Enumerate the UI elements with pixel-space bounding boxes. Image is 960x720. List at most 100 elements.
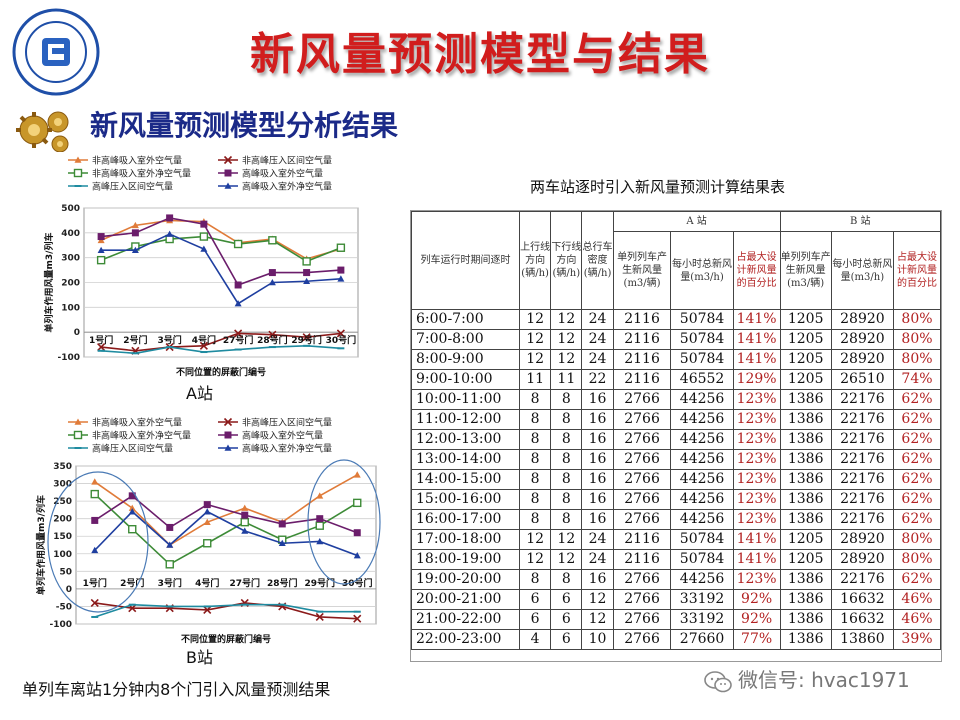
data-point: [96, 255, 106, 265]
x-tick-label: 3号门: [157, 334, 181, 346]
data-point: [278, 520, 286, 528]
series-line: [100, 219, 342, 260]
data-point: [337, 266, 345, 274]
series-group: [91, 603, 361, 618]
table-cell: 2766: [612, 589, 672, 610]
table-cell: 6: [518, 609, 552, 630]
table-cell: 1205: [779, 529, 832, 550]
table-cell: 1386: [779, 629, 832, 650]
table-cell: 12: [518, 549, 552, 570]
table-cell: 16632: [830, 609, 894, 630]
y-tick-label: -50: [56, 602, 72, 612]
data-point: [353, 498, 362, 508]
data-point: [200, 245, 208, 252]
cell-period: 6:00-7:00: [411, 309, 520, 330]
table-cell: 4: [518, 629, 552, 650]
legend-item: 非高峰压入区间空气量: [218, 417, 332, 429]
table-row: 7:00-8:00 12 12 24 2116 50784 141% 1205 28920 80%: [411, 329, 942, 350]
table-cell: 2766: [612, 449, 672, 470]
table-cell: 16: [581, 469, 614, 490]
chart-b: 非高峰吸入室外空气量 非高峰压入区间空气量 非高峰吸入室外净空气量 高峰吸入室外空气量…: [26, 414, 396, 646]
series-line: [101, 345, 341, 355]
data-point: [90, 489, 99, 499]
table-cell: 22176: [830, 469, 894, 490]
legend-label: 高峰吸入室外空气量: [242, 430, 323, 442]
series-group: [91, 508, 361, 559]
data-point: [131, 246, 139, 254]
data-point: [128, 492, 136, 500]
table-cell: 62%: [892, 389, 942, 410]
data-point: [241, 527, 249, 534]
table-row: 9:00-10:00 11 11 22 2116 46552 129% 1205 26510 74…: [411, 369, 942, 390]
table-cell: 44256: [670, 409, 734, 430]
table-cell: 141%: [732, 309, 781, 330]
data-point: [303, 277, 311, 285]
table-cell: 1386: [779, 609, 832, 630]
table-cell: 12: [518, 349, 552, 370]
series-line: [101, 332, 341, 352]
legend-label: 非高峰吸入室外净空气量: [92, 430, 191, 442]
results-table-body: 6:00-7:00 12 12 24 2116 50784 141% 1205 28920 80%…: [411, 309, 942, 650]
header-up: 上行线方向(辆/h): [518, 211, 552, 310]
table-cell: 129%: [732, 369, 781, 390]
table-row: 11:00-12:00 8 8 16 2766 44256 123% 1386 22176 62%: [411, 409, 942, 430]
table-cell: 2116: [612, 549, 672, 570]
table-cell: 44256: [670, 449, 734, 470]
table-row: 13:00-14:00 8 8 16 2766 44256 123% 1386 22176 62%: [411, 449, 942, 470]
data-point: [268, 269, 276, 277]
cell-period: 10:00-11:00: [411, 389, 520, 410]
table-cell: 2766: [612, 509, 672, 530]
table-cell: 12: [550, 549, 583, 570]
series-group: [97, 214, 345, 289]
data-point: [353, 552, 361, 559]
cell-period: 22:00-23:00: [411, 629, 520, 650]
x-tick-label: 27号门: [223, 334, 254, 346]
data-point: [278, 539, 286, 547]
table-cell: 11: [550, 369, 583, 390]
data-point: [337, 275, 345, 282]
table-row: 19:00-20:00 8 8 16 2766 44256 123% 1386 22176 62%: [411, 569, 942, 590]
table-cell: 2116: [612, 369, 672, 390]
table-cell: 8: [550, 569, 583, 590]
table-cell: 50784: [670, 549, 734, 570]
legend-marker: [73, 430, 83, 440]
table-cell: 22: [581, 369, 614, 390]
legend-marker: [224, 444, 232, 451]
table-cell: 1386: [779, 429, 832, 450]
legend-item: 高峰吸入室外净空气量: [218, 181, 332, 193]
series-line: [101, 233, 341, 305]
x-tick-label: 2号门: [120, 577, 144, 589]
wechat-icon: [704, 670, 732, 692]
legend-marker: [224, 182, 232, 189]
cell-period: 12:00-13:00: [411, 429, 520, 450]
table-cell: 62%: [892, 469, 942, 490]
data-point: [97, 233, 105, 241]
data-point: [234, 329, 243, 338]
table-cell: 12: [550, 329, 583, 350]
table-cell: 123%: [732, 509, 781, 530]
data-point: [203, 518, 211, 525]
data-point: [91, 546, 99, 554]
data-point: [315, 612, 324, 622]
table-cell: 6: [550, 609, 583, 630]
table-cell: 123%: [732, 469, 781, 490]
table-cell: 123%: [732, 389, 781, 410]
cell-period: 15:00-16:00: [411, 489, 520, 510]
table-cell: 28920: [830, 349, 894, 370]
data-point: [316, 515, 324, 523]
table-cell: 8: [518, 449, 552, 470]
table-cell: 24: [581, 549, 614, 570]
table-cell: 44256: [670, 509, 734, 530]
data-point: [336, 329, 345, 338]
table-cell: 22176: [830, 429, 894, 450]
table-cell: 8: [550, 469, 583, 490]
table-cell: 6: [550, 589, 583, 610]
table-cell: 8: [550, 489, 583, 510]
chart-a-caption: A站: [186, 384, 213, 403]
table-cell: 123%: [732, 489, 781, 510]
table-cell: 10: [581, 629, 614, 650]
legend-label: 高峰吸入室外净空气量: [242, 443, 332, 455]
cell-period: 13:00-14:00: [411, 449, 520, 470]
table-cell: 12: [550, 349, 583, 370]
legend-label: 高峰吸入室外空气量: [242, 168, 323, 180]
